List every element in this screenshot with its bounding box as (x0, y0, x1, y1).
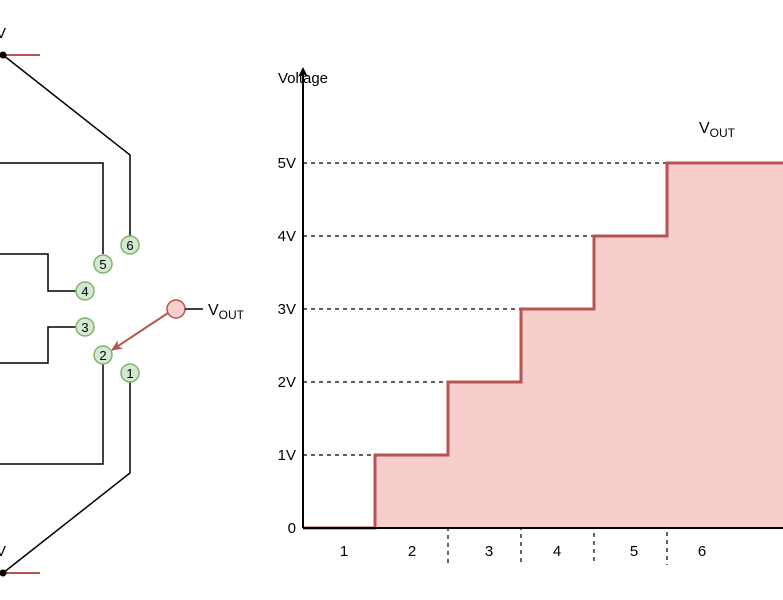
output-label: VOUT (208, 302, 245, 322)
y-axis-label: Voltage (278, 70, 328, 87)
contact-1: 1 (120, 363, 140, 383)
vout-step-line (303, 161, 783, 530)
y-tick-0: 0 (288, 520, 296, 537)
contact-2: 2 (93, 345, 113, 365)
wire-to-contact-5 (0, 162, 104, 254)
contact-3-label: 3 (81, 320, 88, 335)
x-label-4: 4 (553, 543, 561, 560)
wiper-arrow (111, 308, 175, 351)
wire-to-contact-3 (0, 326, 77, 364)
x-label-6: 6 (698, 543, 706, 560)
x-label-5: 5 (630, 543, 638, 560)
switch-diagram: V V 6 5 4 3 2 (0, 25, 245, 577)
contact-5-label: 5 (99, 257, 106, 272)
contact-4: 4 (75, 281, 95, 301)
x-label-3: 3 (485, 543, 493, 560)
contact-2-label: 2 (99, 348, 106, 363)
chart: 0 1V 2V 3V 4V 5V 1 2 3 4 5 6 Voltage VOUT (278, 67, 783, 565)
wire-to-contact-6 (2, 54, 131, 236)
x-label-2: 2 (408, 543, 416, 560)
wire-to-contact-1 (2, 382, 131, 574)
contact-1-label: 1 (126, 366, 133, 381)
y-tick-1: 1V (278, 447, 296, 464)
series-label: VOUT (699, 120, 736, 140)
wire-to-contact-4 (0, 253, 77, 292)
y-tick-labels: 0 1V 2V 3V 4V 5V (278, 155, 296, 537)
vout-area (303, 163, 783, 528)
contact-6: 6 (120, 235, 140, 255)
y-tick-5: 5V (278, 155, 296, 172)
top-rail-label: V (0, 25, 6, 42)
contact-6-label: 6 (126, 238, 133, 253)
y-tick-4: 4V (278, 228, 296, 245)
wire-to-contact-2 (0, 364, 104, 465)
x-position-labels: 1 2 3 4 5 6 (340, 543, 706, 560)
y-tick-2: 2V (278, 374, 296, 391)
contact-4-label: 4 (81, 284, 88, 299)
contact-5: 5 (93, 254, 113, 274)
bottom-rail-label: V (0, 543, 6, 560)
contact-3: 3 (75, 317, 95, 337)
y-tick-3: 3V (278, 301, 296, 318)
output-terminal (166, 299, 186, 319)
x-label-1: 1 (340, 543, 348, 560)
